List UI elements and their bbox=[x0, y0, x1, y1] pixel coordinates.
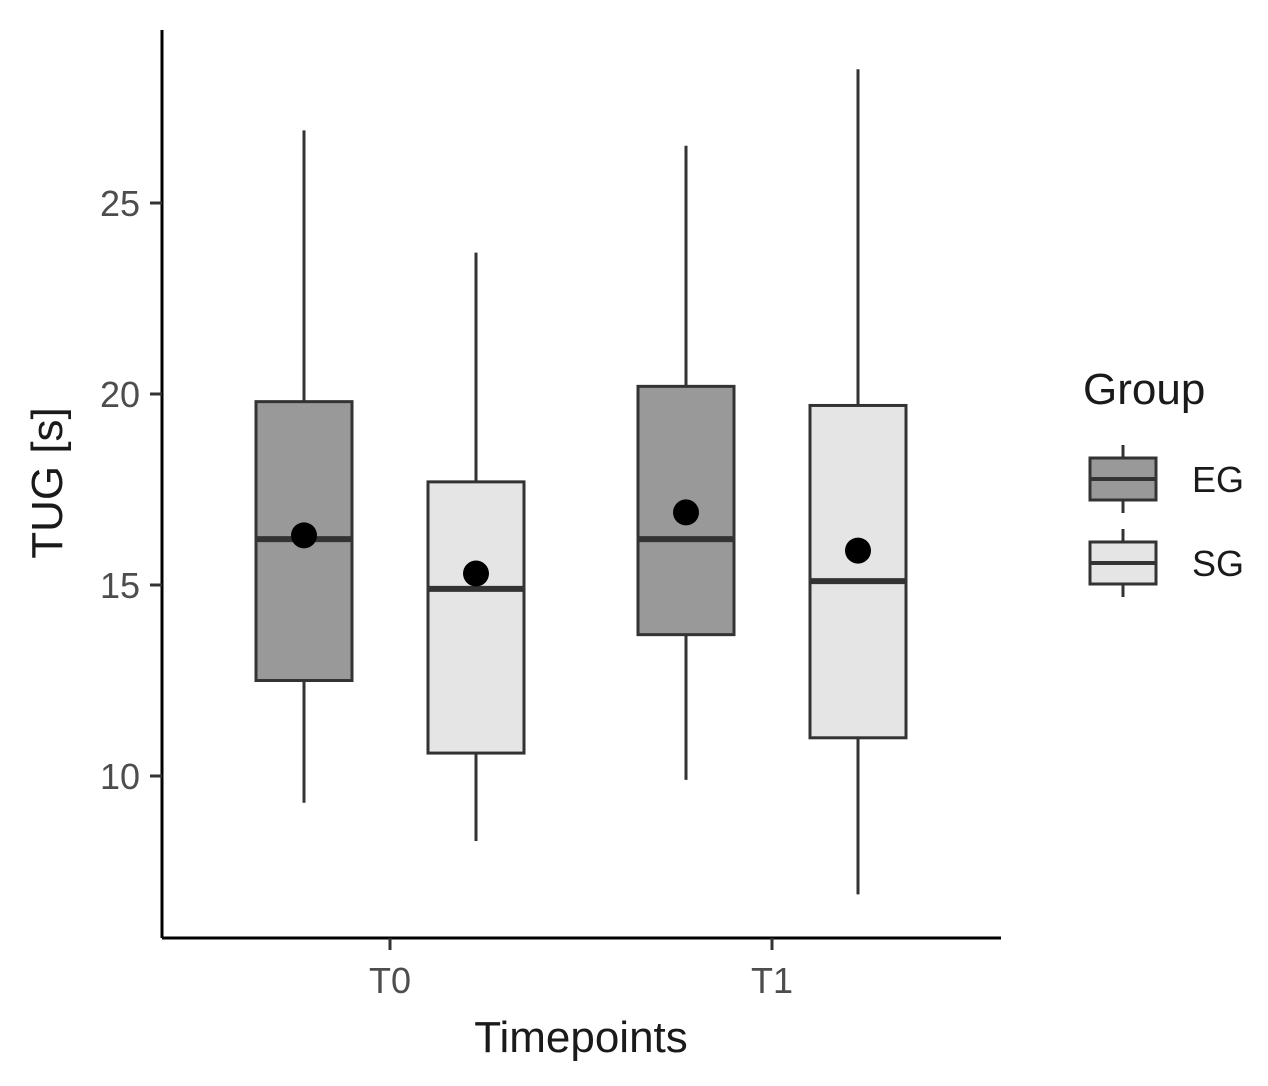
x-axis-title: Timepoints bbox=[474, 1013, 688, 1062]
y-tick-label-10: 10 bbox=[100, 756, 140, 797]
legend-label-sg: SG bbox=[1192, 543, 1244, 584]
y-tick-label-15: 15 bbox=[100, 565, 140, 606]
mean-point-eg-t1 bbox=[673, 499, 699, 526]
legend: Group EG SG bbox=[1083, 365, 1244, 597]
axes: 10 15 20 25 T0 T1 bbox=[100, 30, 1001, 1001]
mean-point-eg-t0 bbox=[291, 522, 317, 549]
mean-point-sg-t1 bbox=[845, 537, 871, 564]
y-tick-label-25: 25 bbox=[100, 183, 140, 224]
plot-area bbox=[254, 69, 908, 895]
legend-label-eg: EG bbox=[1192, 459, 1244, 500]
legend-title: Group bbox=[1083, 365, 1205, 414]
x-tick-label-t1: T1 bbox=[751, 960, 793, 1001]
y-axis-title: TUG [s] bbox=[23, 407, 72, 559]
box-sg-t0 bbox=[426, 480, 526, 755]
x-tick-label-t0: T0 bbox=[369, 960, 411, 1001]
mean-point-sg-t0 bbox=[463, 560, 489, 587]
y-tick-label-20: 20 bbox=[100, 374, 140, 415]
box-sg-t1 bbox=[808, 403, 908, 740]
